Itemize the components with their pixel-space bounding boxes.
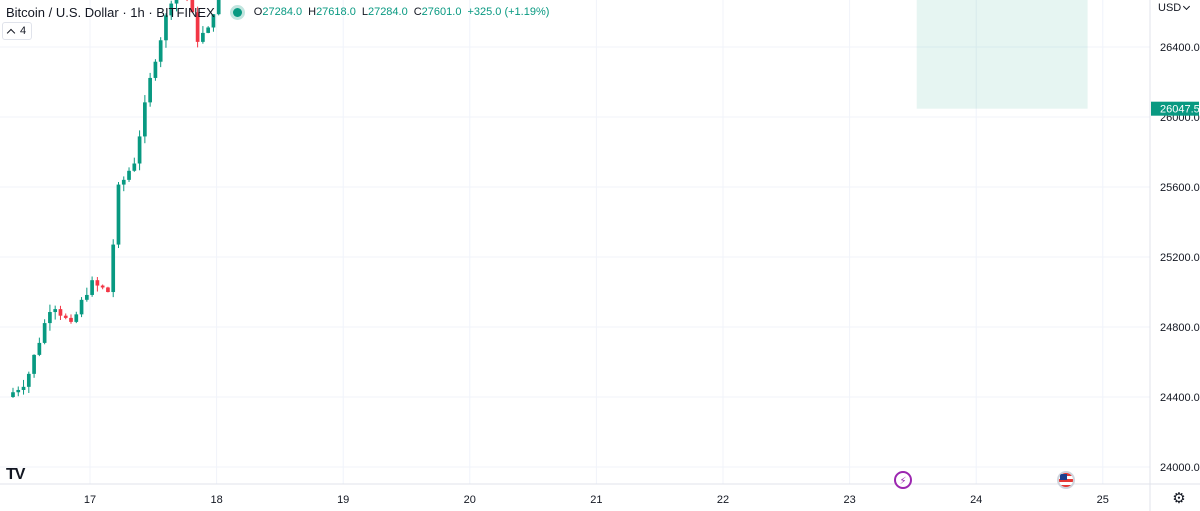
indicators-toggle-button[interactable]: 4	[2, 22, 33, 40]
time-tick-label: 18	[210, 494, 222, 506]
candle-body	[216, 0, 221, 15]
candle-body	[100, 285, 105, 288]
candle-body	[158, 40, 163, 62]
candle-body	[95, 280, 100, 286]
time-tick-label: 19	[337, 494, 349, 506]
candle-body	[106, 287, 110, 293]
tradingview-logo-icon[interactable]: TV	[6, 466, 25, 483]
currency-selector[interactable]: USD	[1158, 2, 1191, 14]
candle-body	[195, 12, 200, 42]
candle-body	[90, 280, 94, 295]
chevron-down-icon	[1183, 2, 1191, 11]
ohlc-close: 27601.0	[421, 6, 462, 18]
candlestick-series	[11, 0, 221, 398]
target-price-label-bg	[1151, 101, 1199, 116]
candle-body	[79, 299, 84, 315]
candle-body	[148, 77, 152, 103]
indicator-count: 4	[20, 25, 27, 37]
candle-body	[143, 102, 147, 137]
candle-body	[37, 342, 42, 355]
gear-icon[interactable]: ⚙	[1172, 490, 1186, 507]
ohlc-key-high: H	[308, 6, 317, 18]
candle-body	[42, 323, 47, 343]
ohlc-open: 27284.0	[262, 6, 303, 18]
candle-body	[84, 294, 89, 300]
ohlc-high: 27618.0	[316, 6, 356, 18]
ohlc-key-low: L	[361, 6, 368, 18]
candle-body	[111, 244, 116, 293]
time-tick-label: 17	[84, 494, 96, 506]
candle-body	[174, 0, 179, 4]
time-tick-label: 23	[843, 494, 855, 506]
price-tick-label: 26400.0	[1160, 42, 1200, 54]
candle-body	[164, 15, 168, 41]
candle-body	[58, 309, 63, 316]
flash-icon[interactable]: ⚡	[894, 471, 912, 489]
candle-body	[127, 170, 131, 180]
ohlc-low: 27284.0	[367, 6, 408, 18]
chart-legend: Bitcoin / U.S. Dollar · 1h · BITFINEX O2…	[6, 3, 549, 21]
price-change: +325.0 (+1.19%)	[467, 6, 550, 18]
ohlc-key-close: C	[413, 6, 422, 18]
candle-body	[116, 184, 121, 245]
price-tick-label: 25600.0	[1160, 182, 1200, 194]
candle-body	[48, 312, 52, 324]
price-tick-label: 24800.0	[1160, 322, 1200, 334]
time-tick-label: 25	[1097, 494, 1109, 506]
currency-label: USD	[1158, 2, 1182, 14]
market-status-icon[interactable]	[232, 7, 242, 17]
candle-body	[63, 315, 68, 318]
candle-body	[11, 392, 15, 397]
candle-body	[169, 3, 174, 16]
candle-body	[190, 0, 195, 13]
candle-body	[137, 136, 142, 164]
time-tick-label: 22	[717, 494, 729, 506]
candle-body	[206, 27, 211, 33]
time-tick-label: 20	[464, 494, 476, 506]
candle-body	[153, 61, 158, 78]
symbol-title[interactable]: Bitcoin / U.S. Dollar · 1h · BITFINEX	[6, 4, 215, 20]
candle-body	[211, 14, 216, 28]
price-axis-labels: 28072.627667.627601.008:3126047.5	[1151, 101, 1200, 116]
candle-body	[16, 389, 21, 393]
candle-body	[74, 314, 79, 322]
target-price-label: 26047.5	[1160, 104, 1200, 116]
candle-body	[26, 373, 31, 387]
candle-body	[69, 317, 73, 322]
chevron-up-icon	[6, 28, 16, 37]
candle-body	[132, 163, 137, 171]
time-tick-label: 21	[590, 494, 602, 506]
price-tick-label: 24400.0	[1160, 392, 1200, 404]
ohlc-values: O27284.0 H27618.0 L27284.0 C27601.0 +325…	[254, 6, 550, 18]
us-flag-icon[interactable]	[1057, 471, 1075, 489]
candle-body	[121, 179, 126, 185]
candle-body	[21, 386, 26, 390]
take-profit-zone	[916, 0, 1088, 109]
candle-body	[53, 309, 58, 313]
price-tick-label: 25200.0	[1160, 252, 1200, 264]
candle-body	[32, 354, 36, 374]
candle-body	[201, 32, 205, 42]
time-axis[interactable]: 17 18 19 20 21 22 23 24 25	[84, 494, 1109, 506]
ohlc-key-open: O	[253, 6, 263, 18]
price-tick-label: 24000.0	[1160, 462, 1200, 474]
position-zones	[916, 0, 1088, 109]
time-tick-label: 24	[970, 494, 982, 506]
price-axis[interactable]: 24000.024400.024800.025200.025600.026000…	[1160, 0, 1200, 474]
